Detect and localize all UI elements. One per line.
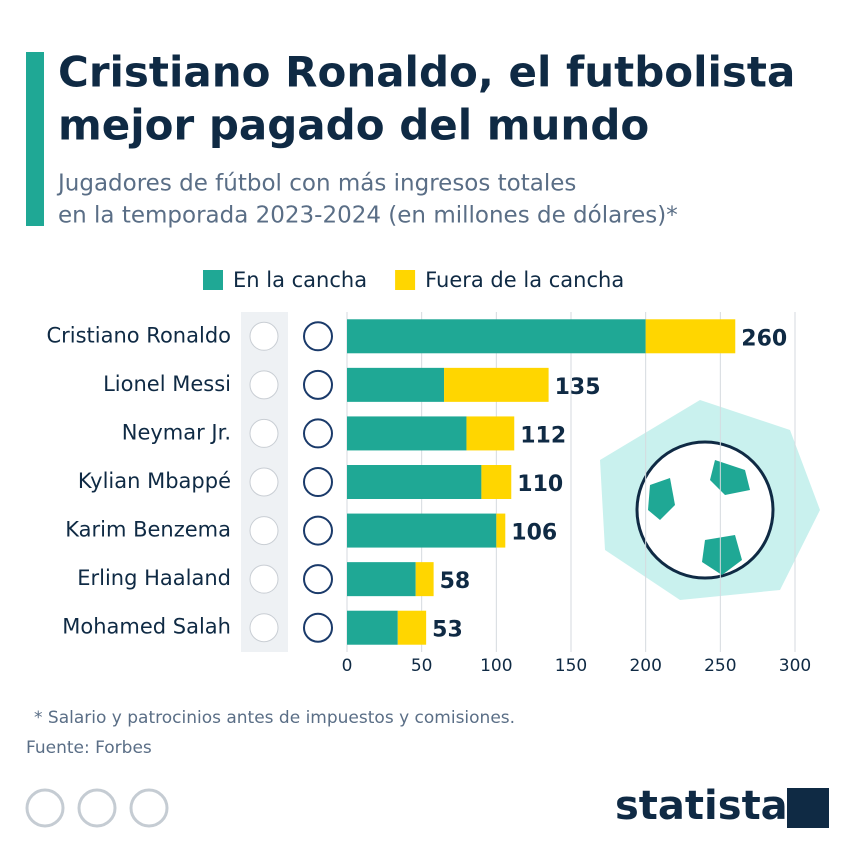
subtitle-line: en la temporada 2023-2024 (en millones d… (58, 203, 678, 229)
y-tick-label: Mohamed Salah (62, 615, 231, 639)
total-label: 112 (520, 423, 566, 448)
bar-segment (444, 367, 549, 402)
bar-segment (347, 562, 416, 597)
y-tick-label: Neymar Jr. (122, 420, 231, 444)
y-tick-label: Lionel Messi (103, 372, 231, 396)
flag-icon (249, 321, 279, 351)
y-tick-label: Kylian Mbappé (78, 469, 231, 493)
flag-icon (249, 467, 279, 497)
x-tick-label: 150 (555, 656, 587, 676)
total-label: 135 (555, 375, 601, 400)
flag-icon (249, 418, 279, 448)
legend-label: Fuera de la cancha (425, 268, 624, 292)
x-tick-label: 100 (480, 656, 512, 676)
y-tick-label: Karim Benzema (65, 518, 231, 542)
x-tick-label: 300 (779, 656, 811, 676)
legend-swatch (395, 270, 416, 290)
total-label: 110 (517, 472, 563, 497)
club-icon (303, 369, 333, 400)
bar-segment (347, 465, 482, 499)
y-tick-label: Erling Haaland (77, 566, 231, 590)
flag-icon (249, 613, 279, 643)
bar-segment (466, 416, 515, 451)
subtitle-line: Jugadores de fútbol con más ingresos tot… (56, 171, 576, 197)
footnote: * Salario y patrocinios antes de impuest… (34, 708, 515, 728)
brand-icon (787, 788, 829, 828)
bar-segment (496, 513, 506, 548)
bar-segment (347, 416, 467, 451)
club-icon (303, 467, 333, 497)
title-line: mejor pagado del mundo (58, 101, 649, 150)
bar-segment (347, 319, 646, 354)
bar-segment (397, 610, 427, 645)
club-icon (303, 418, 333, 449)
bar-segment (415, 562, 434, 597)
flag-icon (249, 564, 279, 594)
x-tick-label: 0 (342, 656, 353, 676)
license-icons (25, 788, 169, 828)
x-tick-label: 50 (411, 656, 433, 676)
club-icon (303, 515, 333, 546)
legend-label: En la cancha (233, 268, 367, 292)
bar-segment (347, 367, 445, 402)
total-label: 260 (741, 326, 787, 351)
bar-segment (481, 465, 512, 499)
x-tick-label: 250 (704, 656, 736, 676)
flag-icon (249, 516, 279, 546)
y-tick-label: Cristiano Ronaldo (46, 323, 231, 347)
brand: statista (615, 783, 788, 829)
total-label: 58 (440, 569, 471, 594)
total-label: 106 (511, 521, 557, 546)
club-icon (303, 612, 333, 643)
legend-swatch (203, 270, 223, 290)
bar-segment (347, 513, 497, 548)
club-icon (303, 564, 333, 595)
x-tick-label: 200 (629, 656, 661, 676)
source: Fuente: Forbes (26, 738, 152, 758)
title-line: Cristiano Ronaldo, el futbolista (58, 48, 795, 97)
flag-icon (249, 370, 279, 400)
bar-segment (645, 319, 736, 354)
accent-bar (26, 52, 44, 226)
total-label: 53 (432, 618, 463, 643)
bar-segment (347, 610, 398, 645)
club-icon (303, 321, 333, 352)
